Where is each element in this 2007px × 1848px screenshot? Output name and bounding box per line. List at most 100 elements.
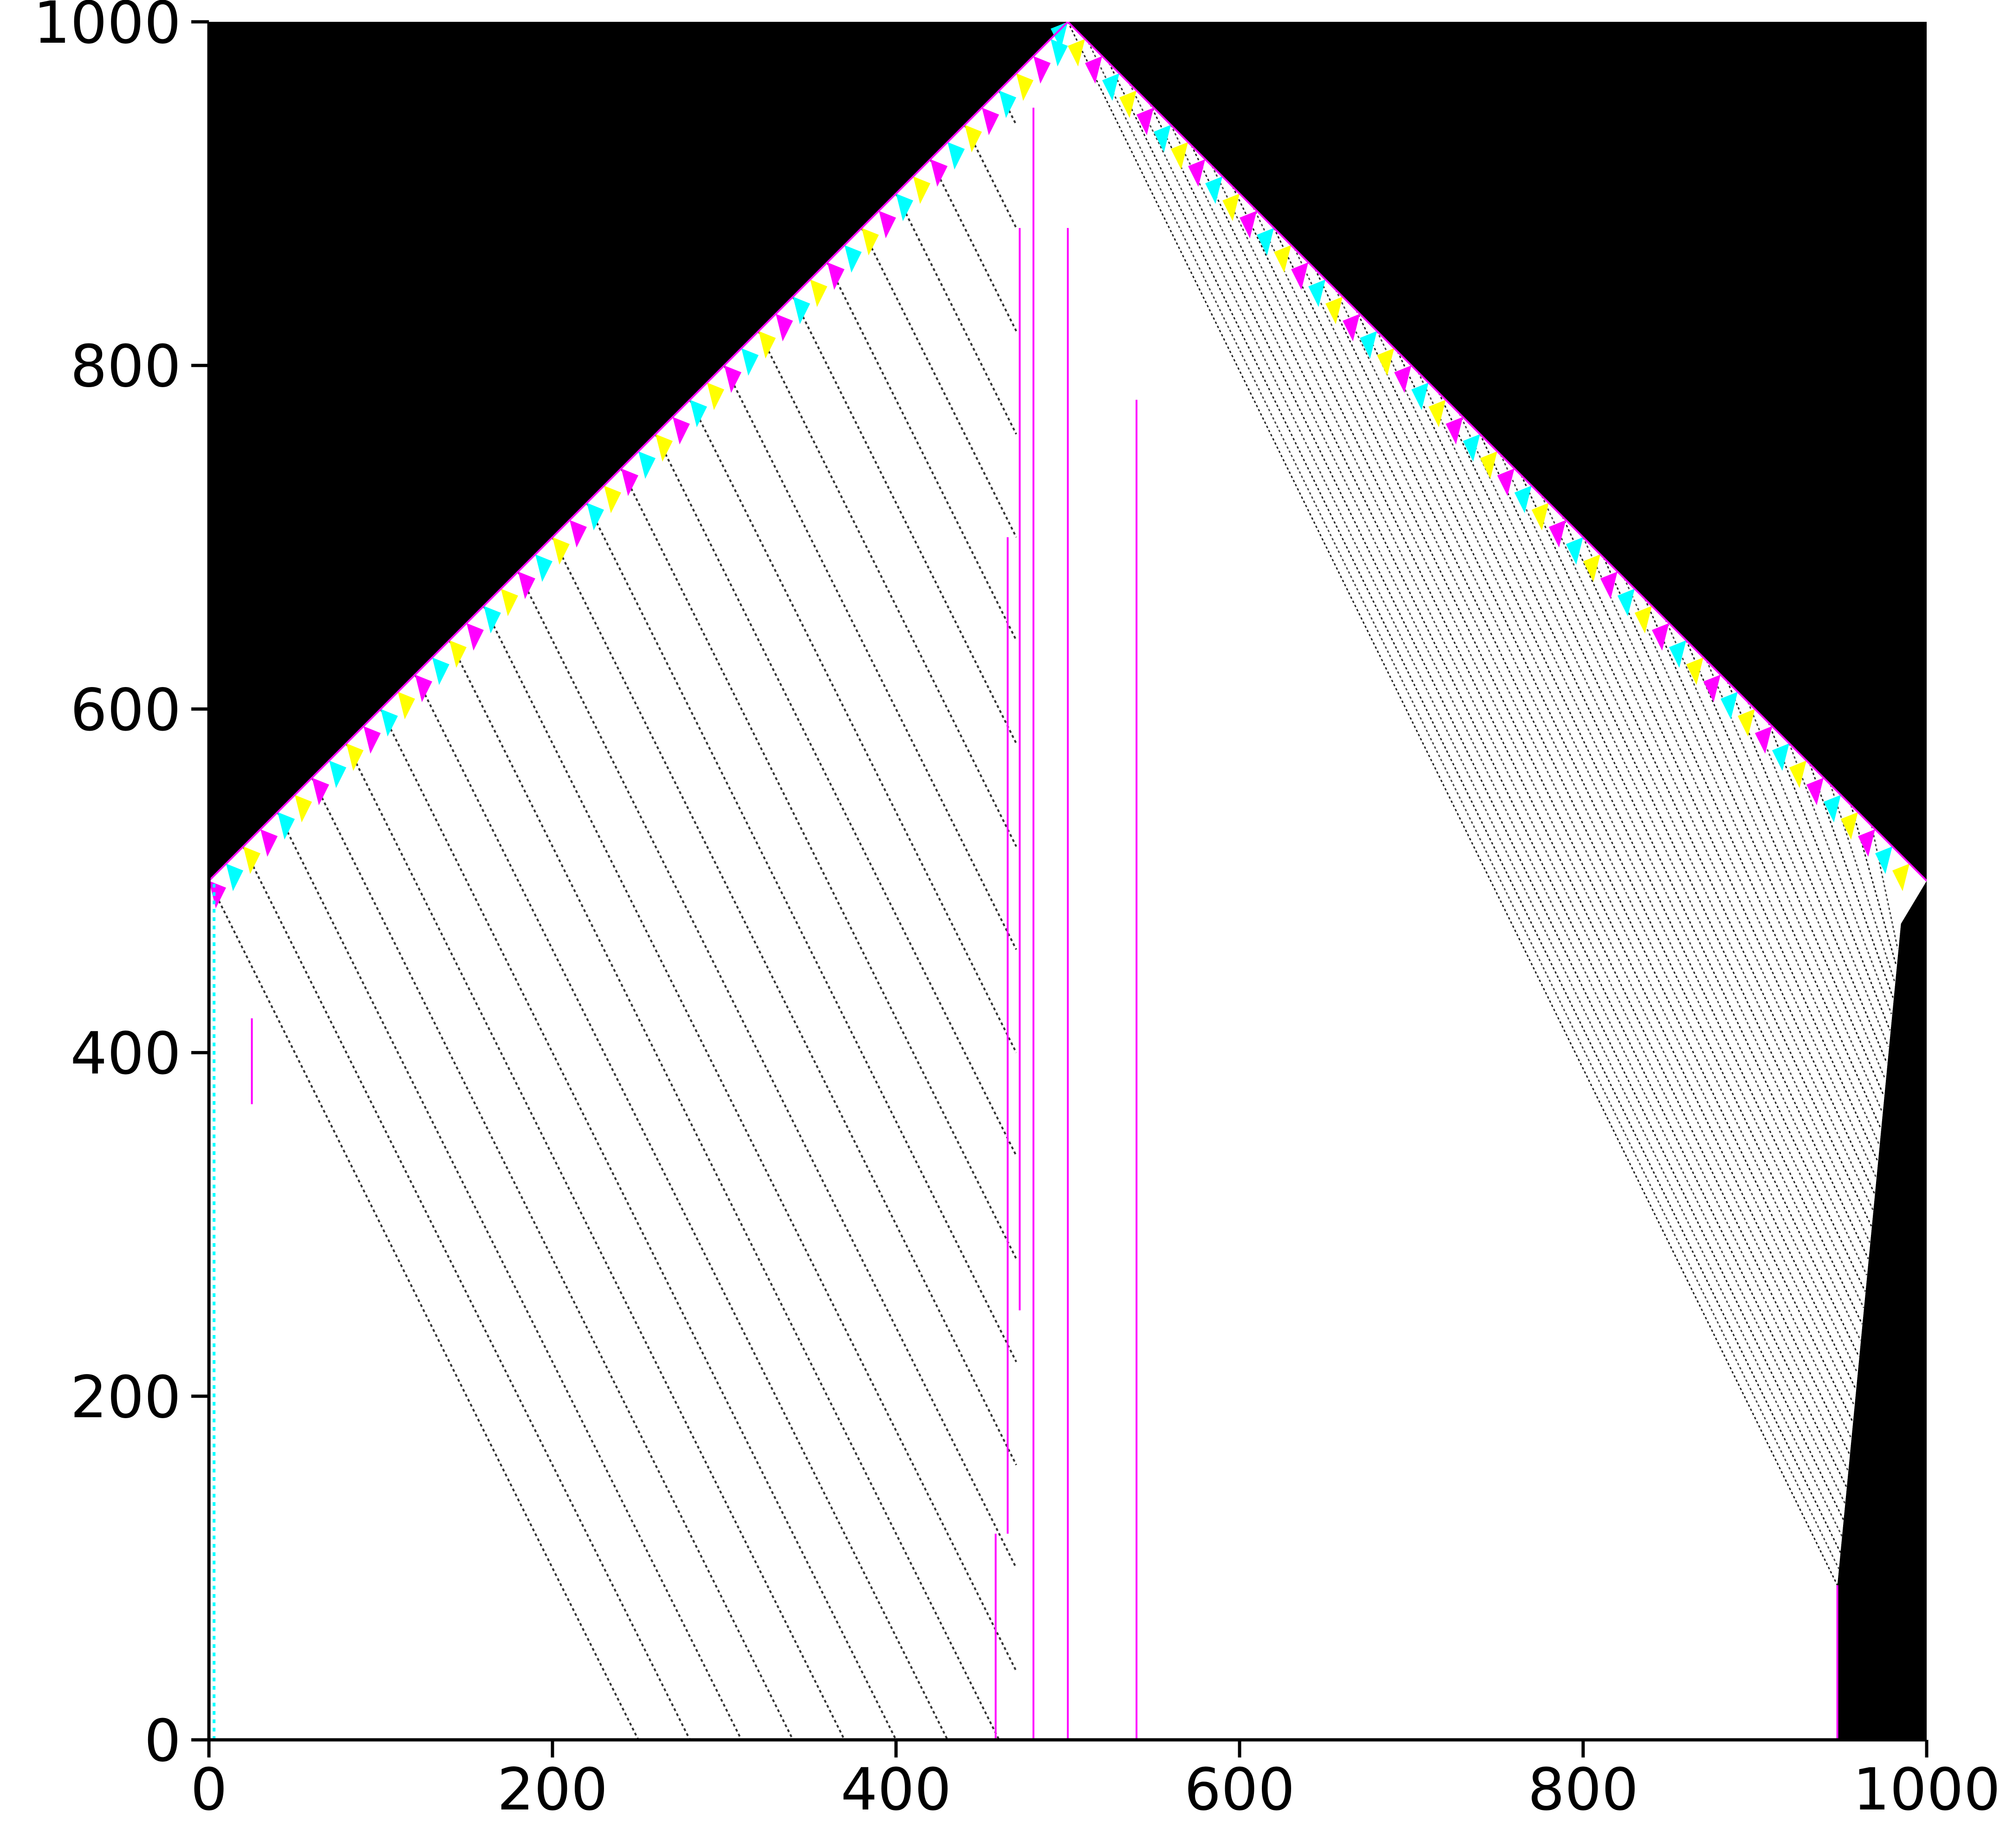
right-diagonal-line — [1665, 619, 1883, 1112]
right-edge-pattern — [1119, 91, 1137, 118]
right-edge-pattern — [1703, 674, 1721, 702]
left-diagonal-line — [311, 777, 794, 1740]
left-diagonal-line — [586, 502, 1017, 1362]
right-diagonal-line — [1314, 269, 1857, 1390]
left-edge-pattern — [587, 503, 604, 531]
right-edge-pattern — [1841, 812, 1858, 840]
left-diagonal-line — [209, 880, 639, 1740]
y-tick-label: 200 — [70, 1364, 181, 1431]
right-diagonal-line — [1232, 186, 1851, 1455]
right-edge-pattern — [1137, 108, 1154, 136]
right-diagonal-line — [1603, 558, 1878, 1161]
right-edge-pattern — [1532, 503, 1549, 531]
left-edge-pattern — [226, 863, 243, 891]
right-edge-pattern — [1291, 262, 1308, 290]
left-edge-pattern — [673, 417, 690, 445]
left-edge-pattern — [930, 159, 948, 187]
left-edge-pattern — [621, 468, 638, 496]
right-edge-pattern — [1308, 279, 1325, 307]
left-edge-pattern — [913, 176, 930, 204]
right-edge-pattern — [1652, 623, 1669, 651]
left-edge-pattern — [398, 692, 415, 720]
left-edge-pattern — [415, 674, 432, 702]
left-diagonal-line — [826, 262, 1017, 641]
left-edge-pattern — [449, 640, 467, 668]
right-diagonal-line — [1088, 42, 1840, 1569]
right-edge-pattern — [1154, 125, 1171, 153]
right-diagonal-line — [1500, 454, 1871, 1243]
right-edge-pattern — [1669, 640, 1686, 668]
left-edge-pattern — [535, 554, 552, 582]
left-edge-pattern — [209, 881, 226, 908]
right-diagonal-line — [1685, 640, 1884, 1096]
right-diagonal-line — [1727, 681, 1888, 1063]
left-edge-pattern — [690, 400, 707, 428]
right-edge-pattern — [1824, 795, 1841, 823]
right-edge-pattern — [1205, 176, 1222, 204]
right-edge-pattern — [1738, 709, 1755, 737]
right-diagonal-line — [1562, 516, 1875, 1194]
left-edge-pattern — [862, 228, 879, 256]
right-edge-pattern — [1892, 863, 1910, 891]
left-edge-pattern — [741, 348, 759, 376]
right-diagonal-line — [1520, 475, 1872, 1227]
right-edge-pattern — [1480, 451, 1497, 479]
left-edge-pattern — [827, 262, 844, 290]
right-edge-pattern — [1566, 537, 1583, 565]
left-edge-pattern — [260, 829, 278, 857]
right-edge-pattern — [1755, 726, 1772, 754]
right-diagonal-line — [1356, 310, 1860, 1357]
left-diagonal-line — [861, 227, 1017, 538]
left-edge-pattern — [638, 451, 656, 479]
left-edge-pattern — [999, 91, 1016, 118]
left-edge-pattern — [965, 125, 982, 153]
left-edge-pattern — [707, 383, 724, 410]
left-edge-pattern — [484, 606, 501, 634]
right-edge-pattern — [1514, 486, 1532, 513]
left-edge-pattern — [295, 795, 312, 823]
left-diagonal-line — [517, 571, 1017, 1569]
left-edge-pattern — [896, 194, 913, 221]
x-tick-label: 600 — [1184, 1756, 1295, 1823]
right-diagonal-line — [1129, 83, 1843, 1537]
left-edge-pattern — [948, 142, 965, 170]
right-diagonal-line — [1624, 578, 1880, 1145]
right-edge-pattern — [1257, 228, 1274, 256]
left-edge-pattern — [982, 108, 999, 136]
right-diagonal-line — [1335, 289, 1858, 1374]
right-edge-pattern — [1360, 331, 1377, 359]
black-region-right — [1068, 22, 1927, 1740]
left-edge-pattern — [278, 812, 295, 840]
left-edge-pattern — [724, 365, 741, 393]
plot-area — [209, 22, 1927, 1740]
right-diagonal-line — [1459, 413, 1868, 1276]
right-diagonal-line — [1191, 145, 1847, 1488]
right-edge-pattern — [1068, 39, 1085, 67]
x-tick-label: 0 — [190, 1756, 227, 1823]
right-edge-pattern — [1411, 383, 1429, 410]
left-diagonal-line — [242, 846, 691, 1740]
x-tick-label: 200 — [497, 1756, 608, 1823]
right-edge-pattern — [1171, 142, 1188, 170]
right-edge-pattern — [1240, 211, 1257, 239]
right-diagonal-line — [1768, 722, 1891, 1031]
left-edge-pattern — [243, 846, 260, 874]
right-edge-pattern — [1497, 468, 1514, 496]
right-edge-pattern — [1085, 56, 1102, 84]
right-diagonal-line — [1479, 434, 1869, 1259]
y-tick-label: 600 — [70, 676, 181, 744]
left-edge-pattern — [467, 623, 484, 651]
right-edge-pattern — [1343, 314, 1360, 342]
x-tick-label: 800 — [1528, 1756, 1639, 1823]
right-edge-pattern — [1446, 417, 1463, 445]
left-edge-pattern — [759, 331, 776, 359]
left-edge-pattern — [844, 245, 862, 273]
left-edge-pattern — [1033, 56, 1051, 84]
left-diagonal-line — [895, 193, 1017, 435]
right-diagonal-line — [1273, 227, 1854, 1422]
right-diagonal-line — [1582, 537, 1877, 1178]
right-edge-pattern — [1583, 554, 1600, 582]
right-edge-pattern — [1377, 348, 1394, 376]
left-diagonal-line — [380, 708, 897, 1740]
